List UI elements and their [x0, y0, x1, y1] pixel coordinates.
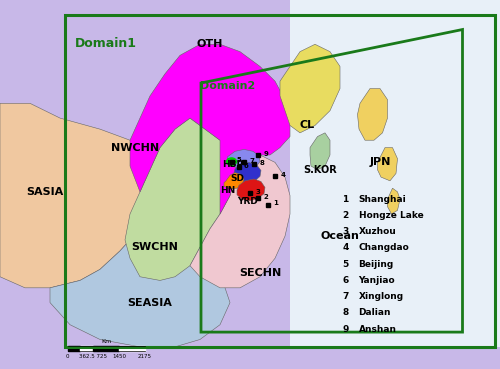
Polygon shape [228, 149, 260, 170]
Text: 2175: 2175 [138, 354, 152, 359]
Text: CL: CL [300, 120, 315, 131]
Text: OTH: OTH [197, 39, 223, 49]
Text: 8: 8 [260, 160, 264, 166]
Text: 4: 4 [280, 172, 285, 177]
Text: 1450: 1450 [112, 354, 126, 359]
Text: 9: 9 [264, 151, 268, 156]
Bar [119, 346, 145, 351]
Text: Dalian: Dalian [358, 308, 391, 317]
Polygon shape [0, 103, 175, 288]
Text: 9: 9 [342, 325, 349, 334]
Text: Changdao: Changdao [358, 244, 410, 252]
Text: 5: 5 [237, 157, 242, 163]
Bar [68, 346, 80, 351]
Circle shape [226, 158, 236, 165]
Text: 2: 2 [342, 211, 349, 220]
Text: HBP: HBP [222, 160, 243, 169]
Text: YRD: YRD [237, 197, 258, 206]
Text: Xinglong: Xinglong [358, 292, 404, 301]
Text: Ocean: Ocean [320, 231, 360, 241]
Text: 0: 0 [66, 354, 69, 359]
Text: SEASIA: SEASIA [128, 297, 172, 308]
Text: Xuzhou: Xuzhou [358, 227, 397, 236]
Polygon shape [130, 44, 290, 214]
Text: Anshan: Anshan [358, 325, 397, 334]
Text: 5: 5 [342, 260, 349, 269]
Text: 1: 1 [342, 195, 349, 204]
Text: JPN: JPN [370, 157, 390, 168]
Text: 362.5 725: 362.5 725 [80, 354, 108, 359]
Polygon shape [190, 155, 290, 288]
Text: 3: 3 [256, 189, 260, 194]
Polygon shape [388, 188, 400, 214]
Text: Beijing: Beijing [358, 260, 394, 269]
Text: Yanjiao: Yanjiao [358, 276, 395, 285]
Text: HN: HN [220, 186, 235, 194]
Text: Km: Km [101, 339, 112, 344]
Polygon shape [290, 0, 500, 347]
Text: 6: 6 [244, 163, 249, 169]
Text: 4: 4 [342, 244, 349, 252]
Text: 7: 7 [342, 292, 349, 301]
Text: 7: 7 [250, 158, 254, 164]
Text: SECHN: SECHN [239, 268, 281, 278]
Text: 3: 3 [342, 227, 349, 236]
Bar [80, 346, 94, 351]
Text: NWCHN: NWCHN [111, 142, 159, 153]
Polygon shape [125, 118, 235, 280]
Bar [65, 15, 495, 347]
Polygon shape [234, 162, 261, 183]
Bar [94, 346, 119, 351]
Text: 6: 6 [342, 276, 349, 285]
Polygon shape [237, 179, 265, 201]
Text: SD: SD [230, 175, 244, 183]
Text: SWCHN: SWCHN [132, 242, 178, 252]
Polygon shape [224, 173, 244, 189]
Polygon shape [310, 133, 330, 170]
Text: S.KOR: S.KOR [303, 165, 337, 175]
Text: 8: 8 [342, 308, 349, 317]
Polygon shape [358, 89, 388, 140]
Text: 2: 2 [264, 194, 268, 200]
Text: Domain2: Domain2 [200, 81, 256, 91]
Text: Hongze Lake: Hongze Lake [358, 211, 424, 220]
Text: Shanghai: Shanghai [358, 195, 406, 204]
Polygon shape [280, 44, 340, 133]
Text: Domain1: Domain1 [75, 37, 137, 50]
Text: SASIA: SASIA [26, 187, 64, 197]
Text: 1: 1 [274, 200, 278, 206]
Polygon shape [50, 184, 230, 347]
Polygon shape [378, 148, 398, 181]
